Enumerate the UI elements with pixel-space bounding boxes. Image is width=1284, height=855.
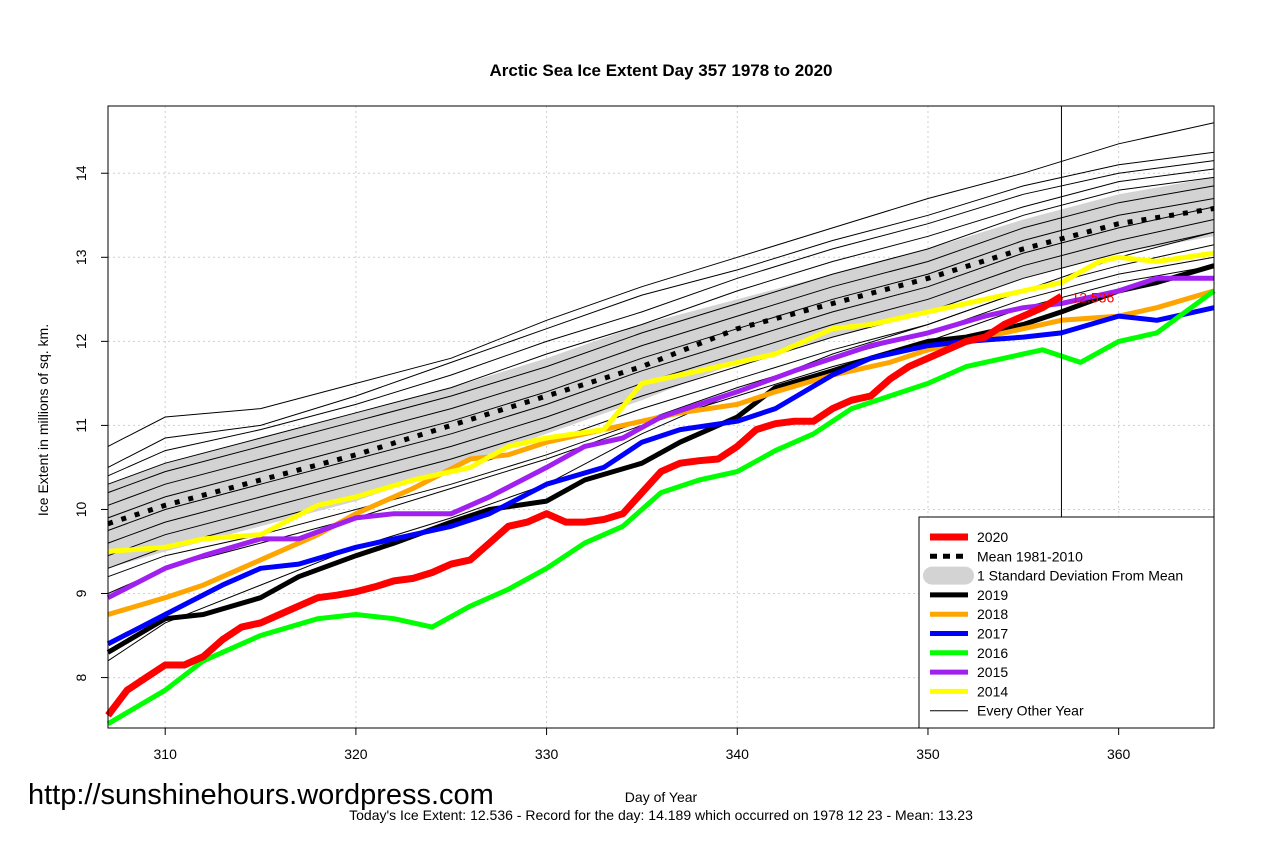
x-tick-label: 360 <box>1107 746 1131 762</box>
x-tick-label: 320 <box>344 746 368 762</box>
x-axis-label: Day of Year <box>625 789 698 805</box>
other-year-line <box>107 231 1215 557</box>
other-year-line <box>107 151 1215 468</box>
x-tick-label: 310 <box>154 746 178 762</box>
y-tick-label: 11 <box>73 418 89 433</box>
series-lines <box>105 250 1216 726</box>
x-tick-label: 330 <box>535 746 559 762</box>
y-tick-label: 13 <box>73 249 89 265</box>
legend-label: Every Other Year <box>977 703 1084 719</box>
footer-stats: Today's Ice Extent: 12.536 - Record for … <box>349 807 973 823</box>
other-year-line <box>107 122 1215 447</box>
legend-label: 2018 <box>977 606 1008 622</box>
x-axis: 310 320 330 340 350 360 <box>154 728 1131 762</box>
legend-label: 2017 <box>977 626 1008 642</box>
legend-label: 2019 <box>977 587 1008 603</box>
other-year-line <box>107 206 1215 531</box>
y-tick-label: 14 <box>73 165 89 181</box>
legend-label: 2016 <box>977 645 1008 661</box>
legend-label: 2014 <box>977 683 1008 699</box>
series-line-2019 <box>106 263 1215 655</box>
mean-line <box>107 206 1215 527</box>
other-year-line <box>107 198 1215 519</box>
y-tick-label: 8 <box>73 673 89 681</box>
other-year-line <box>107 176 1215 494</box>
x-tick-label: 350 <box>916 746 940 762</box>
site-url: http://sunshinehours.wordpress.com <box>28 779 494 811</box>
plot-frame <box>107 105 1215 729</box>
y-tick-label: 12 <box>73 333 89 349</box>
series-line-2016 <box>106 288 1216 726</box>
std-dev-area <box>108 177 1214 569</box>
legend-box <box>918 516 1215 729</box>
legend-label: 2020 <box>977 529 1008 545</box>
mean-series-line <box>107 206 1215 527</box>
chart-title: Arctic Sea Ice Extent Day 357 1978 to 20… <box>489 61 832 80</box>
std-dev-band <box>108 177 1214 569</box>
current-value-label: 12.536 <box>1071 289 1114 305</box>
legend-label: 1 Standard Deviation From Mean <box>977 568 1183 584</box>
other-year-line <box>107 168 1215 485</box>
legend: 2020 Mean 1981-2010 1 Standard Deviation F… <box>918 516 1215 729</box>
y-tick-label: 9 <box>73 589 89 597</box>
x-tick-label: 340 <box>726 746 750 762</box>
y-axis: 8 9 10 11 12 13 14 <box>73 165 108 681</box>
other-year-line <box>107 185 1215 506</box>
legend-label: Mean 1981-2010 <box>977 548 1083 564</box>
y-axis-label: Ice Extent in millions of sq. km. <box>35 324 51 516</box>
y-tick-label: 10 <box>73 501 89 517</box>
series-line-2017 <box>106 305 1215 647</box>
other-year-line <box>107 160 1215 477</box>
series-line-2020 <box>105 293 1064 718</box>
series-line-2015 <box>106 275 1214 600</box>
legend-label: 2015 <box>977 664 1008 680</box>
